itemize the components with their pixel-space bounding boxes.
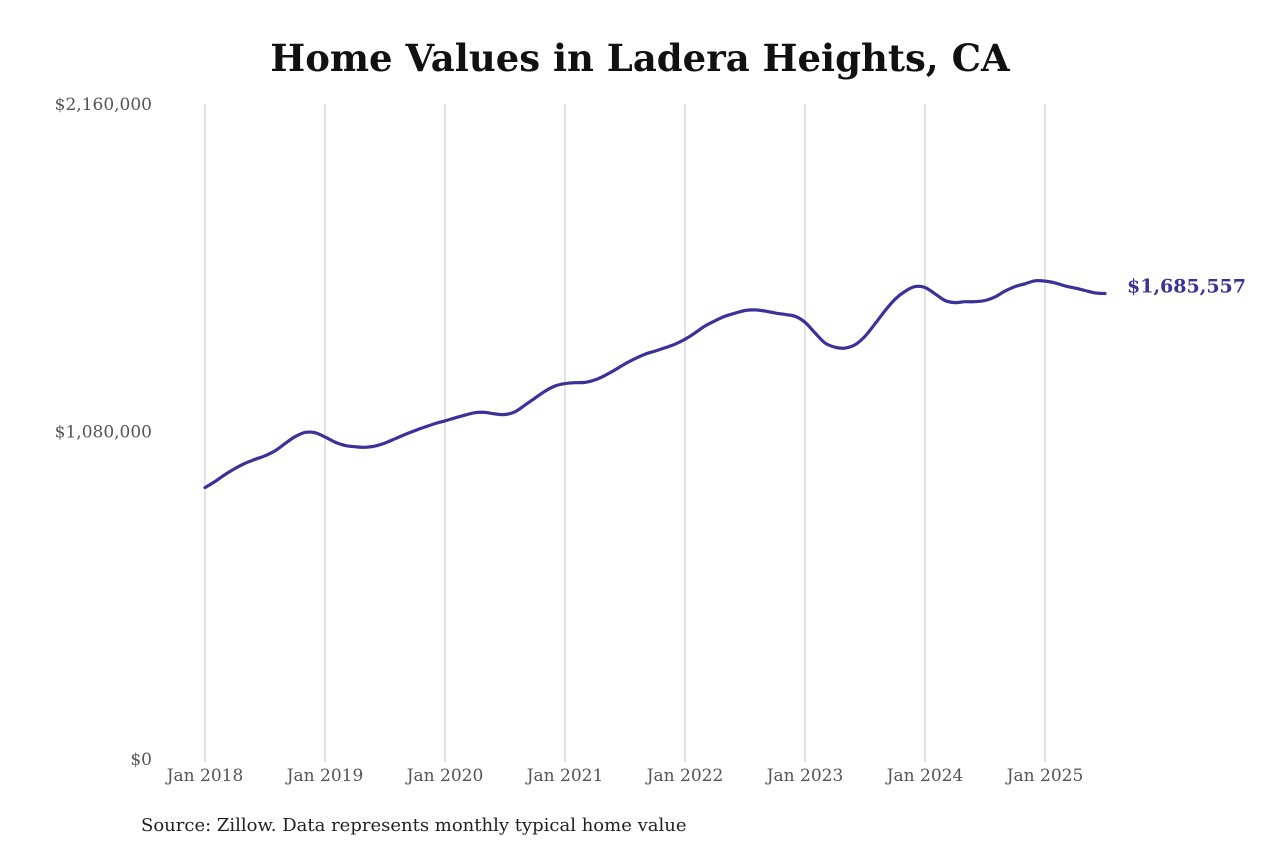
end-label-group: $1,685,557 (1127, 276, 1246, 298)
x-tick-label: Jan 2020 (405, 766, 484, 786)
x-tick-label: Jan 2024 (885, 766, 964, 786)
vertical-gridlines (204, 104, 1046, 762)
x-tick-label: Jan 2025 (1005, 766, 1084, 786)
x-tick-label: Jan 2022 (645, 766, 724, 786)
end-value-label: $1,685,557 (1127, 276, 1246, 298)
y-axis: $0 $1,080,000 $2,160,000 (55, 95, 152, 770)
series-group (203, 278, 1107, 490)
y-tick-label: $0 (130, 750, 152, 770)
x-axis: Jan 2018 Jan 2019 Jan 2020 Jan 2021 Jan 2022… (165, 766, 1084, 786)
x-tick-label: Jan 2021 (525, 766, 604, 786)
y-tick-label: $1,080,000 (55, 423, 152, 443)
x-tick-label: Jan 2018 (165, 766, 244, 786)
x-tick-label: Jan 2019 (285, 766, 364, 786)
source-note: Source: Zillow. Data represents monthly … (141, 815, 687, 836)
x-tick-label: Jan 2023 (765, 766, 844, 786)
series-line-0 (203, 278, 1107, 490)
y-tick-label: $2,160,000 (55, 95, 152, 115)
chart-title: Home Values in Ladera Heights, CA (270, 36, 1010, 80)
